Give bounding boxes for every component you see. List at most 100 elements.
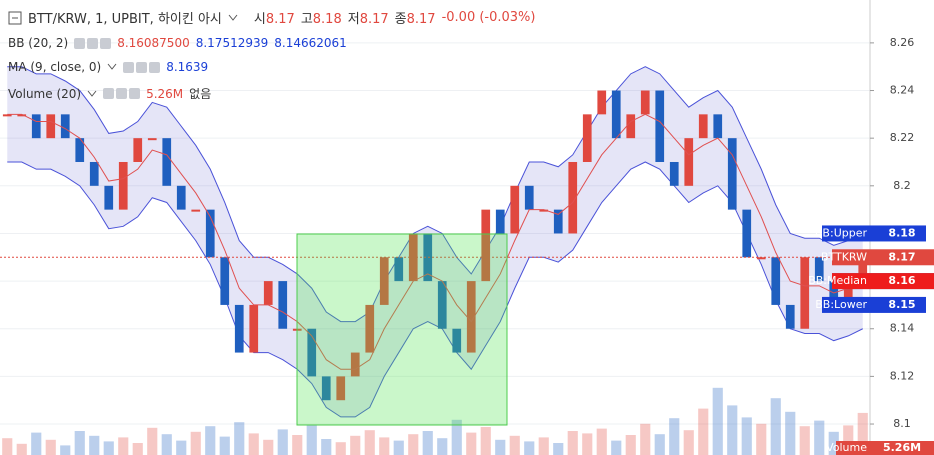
collapse-icon[interactable] bbox=[8, 11, 22, 25]
candle bbox=[452, 328, 462, 353]
volume-bar bbox=[524, 441, 535, 455]
ohlc-label: 시 bbox=[253, 12, 266, 27]
indicator-value: 없음 bbox=[189, 87, 212, 101]
ohlc-label: 고 bbox=[300, 12, 313, 27]
candle bbox=[205, 209, 215, 258]
volume-bar bbox=[190, 431, 201, 455]
volume-bar bbox=[422, 431, 433, 455]
volume-bar bbox=[147, 427, 158, 455]
indicator-name[interactable]: Volume (20) bbox=[8, 86, 82, 101]
volume-bar bbox=[857, 412, 868, 455]
y-tick-label: 8.24 bbox=[890, 84, 915, 97]
candle bbox=[220, 257, 230, 305]
price-label-value: 8.15 bbox=[888, 298, 915, 311]
candle bbox=[785, 304, 795, 329]
volume-bar bbox=[277, 429, 288, 455]
candle bbox=[17, 114, 27, 117]
indicator-icons[interactable] bbox=[103, 88, 141, 99]
candle bbox=[713, 114, 723, 139]
volume-bar bbox=[31, 432, 42, 455]
y-tick-label: 8.12 bbox=[890, 369, 915, 382]
candle bbox=[191, 209, 201, 212]
indicator-value: 5.26M bbox=[146, 86, 184, 101]
chevron[interactable] bbox=[87, 90, 97, 98]
price-label-name: BB:Median bbox=[808, 274, 867, 287]
volume-bar bbox=[364, 430, 375, 455]
y-tick-label: 8.1 bbox=[893, 417, 911, 430]
candle bbox=[727, 138, 737, 210]
volume-bar bbox=[828, 431, 839, 455]
volume-bar bbox=[16, 443, 27, 455]
candle bbox=[89, 161, 99, 186]
volume-bar bbox=[669, 418, 680, 455]
candle bbox=[147, 138, 157, 141]
volume-bar bbox=[45, 439, 56, 455]
y-tick-label: 8.22 bbox=[890, 131, 915, 144]
chevron[interactable] bbox=[228, 14, 238, 22]
candle bbox=[466, 281, 476, 353]
volume-bar bbox=[611, 440, 622, 455]
candle bbox=[611, 90, 621, 139]
ohlc-value: 8.18 bbox=[312, 12, 342, 27]
price-label-name: BB:Lower bbox=[815, 298, 867, 311]
volume-bar bbox=[843, 425, 854, 455]
indicator-name[interactable]: MA (9, close, 0) bbox=[8, 60, 102, 74]
indicator-icons[interactable] bbox=[123, 61, 161, 73]
candle bbox=[263, 281, 273, 305]
price-label-bg bbox=[832, 273, 934, 290]
volume-bar bbox=[712, 387, 723, 455]
indicator-value: 8.16087500 bbox=[117, 36, 190, 50]
candle bbox=[582, 114, 592, 162]
volume-bar bbox=[625, 435, 636, 455]
candle bbox=[379, 257, 389, 305]
volume-bar bbox=[74, 431, 85, 455]
volume-bar bbox=[596, 428, 607, 455]
candle bbox=[104, 185, 114, 210]
candle bbox=[234, 304, 244, 353]
candle bbox=[539, 209, 549, 212]
candle bbox=[2, 114, 12, 117]
ohlc-label: 종 bbox=[394, 12, 407, 27]
candle bbox=[278, 281, 288, 329]
volume-bar bbox=[683, 430, 694, 455]
price-label-name: BB:Upper bbox=[815, 226, 868, 239]
ma-line bbox=[7, 113, 863, 370]
volume-bar bbox=[654, 434, 665, 455]
volume-bar bbox=[698, 408, 709, 455]
candle bbox=[814, 257, 824, 282]
candle bbox=[75, 138, 85, 162]
candle bbox=[133, 138, 143, 162]
price-label-value: 8.17 bbox=[888, 250, 915, 263]
candle bbox=[756, 257, 766, 260]
candle bbox=[510, 185, 520, 234]
symbol[interactable]: BTT/KRW, 1, UPBIT, 하이킨 아시 bbox=[28, 12, 222, 27]
volume-bar bbox=[103, 441, 114, 455]
price-label-name: BTTKRW bbox=[821, 250, 867, 263]
indicator-value: 8.14662061 bbox=[274, 36, 347, 50]
ohlc-value: 8.17 bbox=[359, 12, 389, 27]
candle bbox=[524, 185, 534, 210]
volume-bar bbox=[640, 423, 651, 455]
volume-bar bbox=[393, 440, 404, 455]
indicator-row: Volume (20) 5.26M 없음 bbox=[8, 85, 211, 102]
volume-bar bbox=[176, 440, 187, 455]
chevron[interactable] bbox=[107, 63, 117, 71]
candle bbox=[437, 281, 447, 329]
volume-bar bbox=[2, 438, 13, 455]
indicator-icons[interactable] bbox=[74, 37, 112, 49]
ohlc-value: 8.17 bbox=[265, 12, 295, 27]
candle bbox=[669, 161, 679, 186]
volume-bar bbox=[451, 419, 462, 455]
candle bbox=[843, 281, 853, 305]
candle bbox=[597, 90, 607, 115]
indicator-name[interactable]: BB (20, 2) bbox=[8, 36, 69, 50]
volume-bar bbox=[756, 423, 767, 455]
ohlc-value: 8.17 bbox=[406, 12, 436, 27]
candle bbox=[365, 304, 375, 353]
y-tick-label: 8.26 bbox=[890, 36, 915, 49]
volume-bar bbox=[118, 437, 129, 455]
bb-lower bbox=[7, 161, 863, 418]
volume-bar bbox=[263, 439, 274, 455]
volume-bar bbox=[567, 431, 578, 455]
